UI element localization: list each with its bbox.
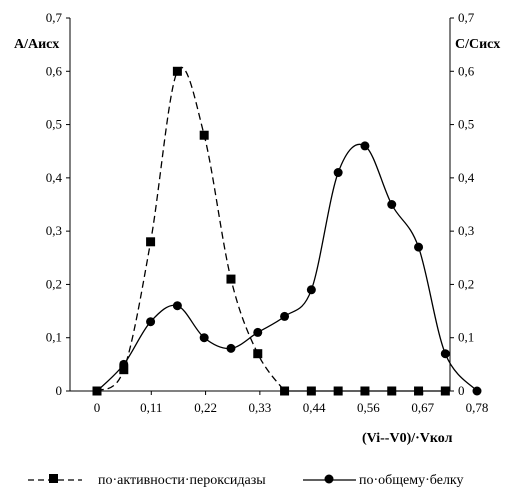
legend-circle-marker — [324, 474, 334, 484]
data-point-protein — [333, 168, 343, 178]
data-point-protein — [119, 359, 129, 369]
data-point-peroxidase — [226, 274, 236, 284]
series-peroxidase-line — [96, 66, 286, 392]
y-right-tick-label: 0 — [458, 383, 465, 398]
data-point-peroxidase — [360, 386, 370, 396]
legend-label-peroxidase: по·активности·пероксидазы — [98, 473, 266, 488]
data-point-peroxidase — [306, 386, 316, 396]
y-right-tick-label: 0,4 — [458, 170, 475, 185]
x-axis-title: (Vi‑‑V0)/·Vкол — [362, 431, 453, 446]
series-layer — [92, 66, 482, 396]
data-point-protein — [306, 285, 316, 295]
x-tick-label: 0,33 — [248, 400, 271, 415]
y-right-tick-label: 0,5 — [458, 117, 474, 132]
data-point-peroxidase — [119, 365, 129, 375]
y-left-tick-label: 0 — [56, 383, 63, 398]
data-point-peroxidase — [440, 386, 450, 396]
data-point-protein — [172, 301, 182, 311]
data-point-protein — [146, 317, 156, 327]
data-point-protein — [440, 349, 450, 359]
x-tick-label: 0,44 — [303, 400, 326, 415]
y-left-tick-label: 0,2 — [46, 276, 62, 291]
x-tick-label: 0,11 — [140, 400, 162, 415]
y-left-tick-label: 0,5 — [46, 117, 62, 132]
y-left-tick-label: 0,3 — [46, 223, 62, 238]
data-point-protein — [253, 327, 263, 337]
data-point-protein — [472, 386, 482, 396]
data-point-protein — [199, 333, 209, 343]
x-tick-label: 0 — [94, 400, 101, 415]
data-point-peroxidase — [333, 386, 343, 396]
y-left-tick-label: 0,1 — [46, 330, 62, 345]
y-right-tick-label: 0,1 — [458, 330, 474, 345]
data-point-peroxidase — [414, 386, 424, 396]
data-point-protein — [92, 386, 102, 396]
series-protein-line — [96, 143, 478, 392]
data-point-peroxidase — [280, 386, 290, 396]
y-right-tick-label: 0,6 — [458, 63, 475, 78]
data-point-peroxidase — [172, 66, 182, 76]
y-right-tick-label: 0,7 — [458, 10, 475, 25]
y-left-tick-label: 0,4 — [46, 170, 63, 185]
y-left-axis-title: A/Aисх — [14, 37, 59, 52]
data-point-peroxidase — [387, 386, 397, 396]
data-point-protein — [226, 343, 236, 353]
x-tick-label: 0,56 — [357, 400, 380, 415]
y-right-tick-label: 0,3 — [458, 223, 474, 238]
x-tick-label: 0,22 — [194, 400, 217, 415]
legend-square-marker — [49, 474, 58, 483]
y-right-axis-title: C/Cисх — [455, 37, 500, 52]
y-left-tick-label: 0,6 — [46, 63, 63, 78]
data-point-peroxidase — [253, 349, 263, 359]
legend-label-protein: по·общему·белку — [359, 473, 464, 488]
x-tick-label: 0,78 — [466, 400, 489, 415]
legend: по·активности·пероксидазы по·общему·белк… — [28, 473, 464, 488]
x-tick-label: 0,67 — [411, 400, 434, 415]
y-left-tick-label: 0,7 — [46, 10, 63, 25]
data-point-protein — [414, 242, 424, 252]
data-point-peroxidase — [146, 237, 156, 247]
axes-layer: 0 0 0,1 0,1 0,2 0,2 0,3 0,3 0,4 0,4 0,5 0,5 0,6 0,6 0,… — [46, 10, 489, 415]
data-point-protein — [360, 141, 370, 151]
data-point-protein — [387, 200, 397, 209]
y-right-tick-label: 0,2 — [458, 276, 474, 291]
data-point-peroxidase — [199, 130, 209, 140]
data-point-protein — [280, 311, 290, 321]
